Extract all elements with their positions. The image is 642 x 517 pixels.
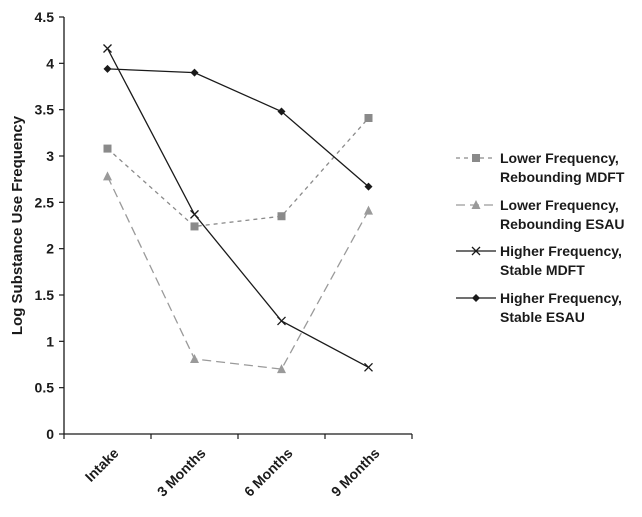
y-tick-label: 0: [46, 426, 54, 442]
data-point-s2-4: [364, 205, 373, 215]
data-point-s3-3: [277, 316, 286, 326]
y-tick-label: 2: [46, 241, 54, 257]
data-point-s2-2: [190, 353, 199, 363]
data-point-s3-4: [364, 362, 373, 372]
axes: 0 0.5 1 1.5 2 2.5 3 3.5 4 4.5 Intake 3 Months 6 Mont…: [9, 9, 413, 500]
data-point-s3-2: [190, 209, 199, 219]
legend-marker-3: [471, 246, 481, 256]
data-point-s2-1: [103, 171, 112, 181]
y-axis-title: Log Substance Use Frequency: [9, 115, 26, 335]
data-point-s1-3: [277, 212, 286, 221]
y-tick-label: 0.5: [35, 380, 55, 396]
series-line-2: [106, 176, 370, 370]
data-point-s1-4: [364, 114, 373, 123]
legend-label: Higher Frequency,: [500, 290, 622, 306]
y-tick-label: 3.5: [35, 102, 55, 118]
data-point-s4-2: [190, 68, 199, 77]
legend-marker-1: [472, 154, 480, 162]
legend-label: Rebounding ESAU: [500, 216, 624, 232]
y-tick-label: 4: [46, 55, 54, 71]
data-point-s1-2: [190, 222, 199, 231]
series-line-4: [107, 68, 369, 188]
legend-label: Lower Frequency,: [500, 197, 619, 213]
series-line-3: [106, 48, 369, 368]
legend-marker-2: [471, 200, 481, 209]
y-tick-label: 4.5: [35, 9, 55, 25]
x-tick-label: 9 Months: [328, 445, 383, 500]
data-point-s1-1: [103, 144, 112, 153]
data-point-s4-1: [103, 64, 112, 73]
x-tick-label: 6 Months: [241, 445, 296, 500]
data-point-s4-4: [364, 182, 373, 191]
x-tick-label: Intake: [82, 445, 122, 485]
legend-marker-4: [472, 294, 480, 302]
y-tick-label: 1: [46, 333, 54, 349]
x-tick-label: 3 Months: [154, 445, 209, 500]
legend-label: Stable ESAU: [500, 309, 585, 325]
legend-label: Rebounding MDFT: [500, 169, 625, 185]
data-point-s3-1: [103, 44, 112, 53]
y-tick-label: 1.5: [35, 287, 55, 303]
series-line-1: [107, 117, 369, 228]
legend-label: Higher Frequency,: [500, 243, 622, 259]
legend-label: Stable MDFT: [500, 262, 585, 278]
y-tick-label: 3: [46, 148, 54, 164]
legend: Lower Frequency, Rebounding MDFT Lower Fre…: [456, 150, 625, 325]
y-tick-label: 2.5: [35, 194, 55, 210]
legend-label: Lower Frequency,: [500, 150, 619, 166]
data-point-s2-3: [277, 364, 286, 374]
data-point-s4-3: [277, 107, 286, 116]
series-layer: [103, 44, 373, 374]
